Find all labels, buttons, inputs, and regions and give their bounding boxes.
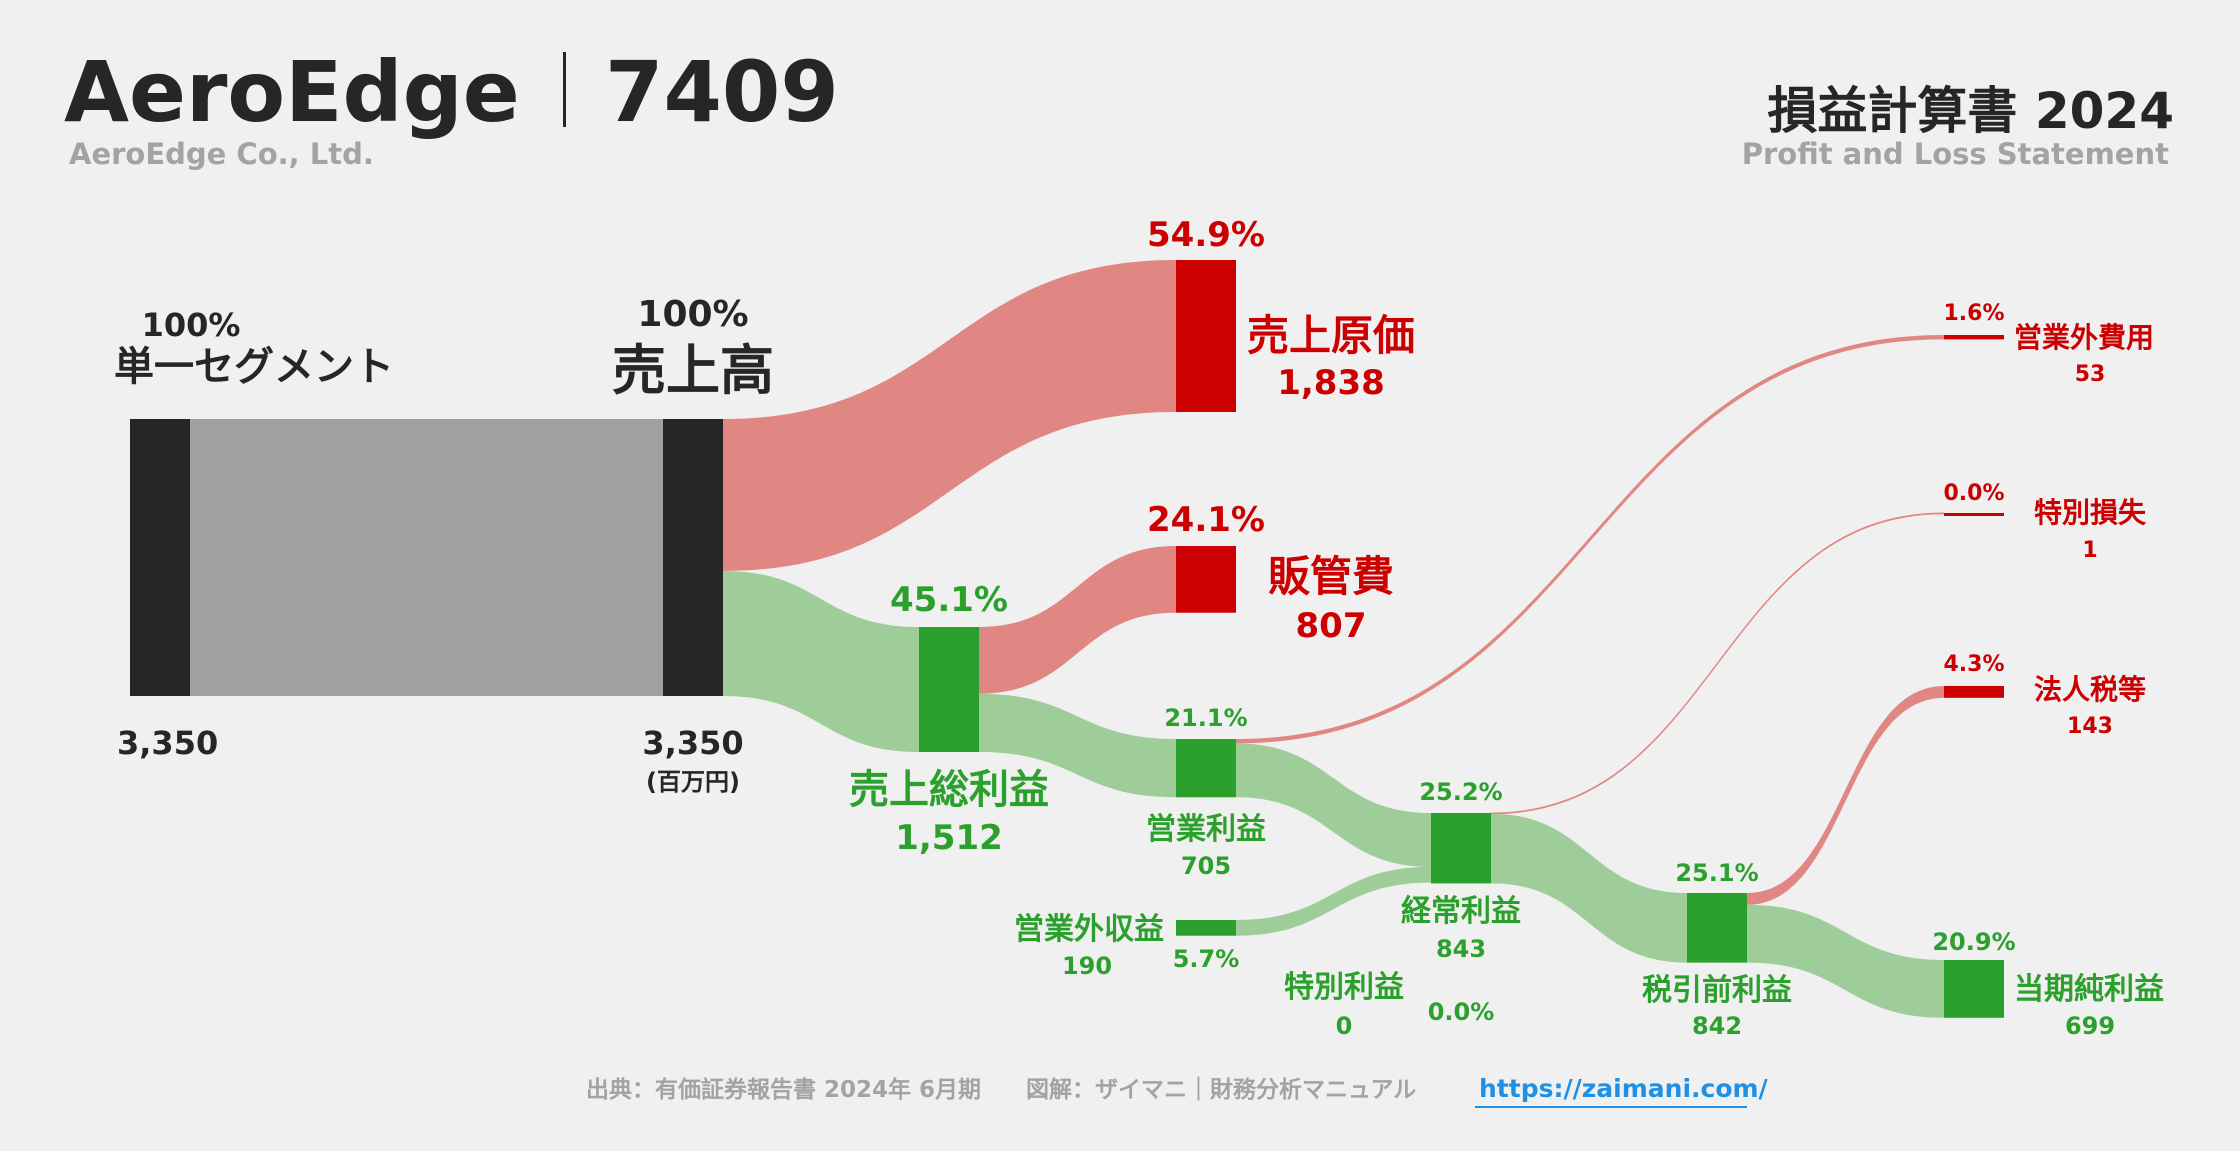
net-label: 当期純利益 [2014,972,2164,1007]
node-bar-sga [1176,546,1236,613]
pretax-pct: 25.1% [1675,859,1758,887]
site-link-text[interactable]: https://zaimani.com/ [1479,1074,1769,1103]
revenue-value: 3,350 [642,724,743,762]
segment-value: 3,350 [117,724,218,762]
net-pct: 20.9% [1932,928,2015,956]
tax-label: 法人税等 [2034,673,2146,706]
node-bar-segment [130,419,190,696]
site-link-underline [1475,1106,1747,1108]
nonop-expense-label: 営業外費用 [2014,321,2154,354]
node-bar-sp_loss [1944,513,2004,516]
nonop-expense-value: 53 [2075,362,2106,387]
flow-pretax-to-tax [1747,686,1944,905]
sga-value: 807 [1296,606,1367,646]
node-bar-pretax [1687,893,1747,963]
flow-gross-to-sga [979,546,1176,694]
unit-label: (百万円) [646,768,740,796]
source-note: 出典：有価証券報告書 2024年 6月期 [586,1076,981,1103]
segment-label: 単一セグメント [114,344,394,390]
nonop-income-value: 190 [1062,952,1112,980]
special-income-pct: 0.0% [1428,998,1495,1026]
special-loss-value: 1 [2082,538,2097,563]
flow-revenue-to-gross [723,570,919,753]
gross-pct: 45.1% [890,580,1008,620]
tax-pct: 4.3% [1943,652,2004,677]
ordinary-label: 経常利益 [1401,894,1521,929]
tax-value: 143 [2067,714,2113,739]
pretax-label: 税引前利益 [1642,973,1792,1008]
sga-pct: 24.1% [1147,500,1265,540]
special-loss-label: 特別損失 [2034,496,2147,529]
op-pct: 21.1% [1164,704,1247,732]
node-bar-nonop_exp [1944,335,2004,340]
stock-code: 7409 [605,43,839,141]
credit-note: 図解：ザイマニ｜財務分析マニュアル [1026,1076,1416,1103]
gross-label: 売上総利益 [849,767,1049,813]
ordinary-value: 843 [1436,935,1486,963]
statement-subtitle: Profit and Loss Statement [1742,137,2169,171]
node-bar-net [1944,960,2004,1018]
flow-nonop_inc-to-ordinary [1236,866,1431,936]
cogs-label: 売上原価 [1247,311,1415,360]
op-value: 705 [1181,852,1231,880]
flow-segment-to-revenue [190,419,663,696]
pretax-value: 842 [1692,1012,1742,1040]
special-income-value: 0 [1336,1012,1353,1040]
title-divider [563,52,566,127]
site-link[interactable]: https://zaimani.com/ [1479,1074,1769,1103]
flow-ordinary-to-pretax [1491,813,1687,963]
gross-value: 1,512 [895,818,1003,858]
nonop-expense-pct: 1.6% [1943,301,2004,326]
node-bar-revenue [663,419,723,696]
special-loss-pct: 0.0% [1943,481,2004,506]
net-value: 699 [2065,1012,2115,1040]
cogs-pct: 54.9% [1147,215,1265,255]
flow-revenue-to-cogs [723,260,1176,571]
node-bar-nonop_inc [1176,920,1236,936]
flow-op-to-nonop_exp [1236,335,1944,744]
node-bar-ordinary [1431,813,1491,884]
cogs-value: 1,838 [1277,363,1385,403]
node-bar-tax [1944,686,2004,698]
flow-pretax-to-net [1747,904,1944,1018]
node-bar-gross [919,627,979,753]
node-bar-cogs [1176,260,1236,412]
special-income-label: 特別利益 [1284,970,1404,1005]
company-name: AeroEdge [64,43,520,141]
flow-op-to-ordinary [1236,743,1431,867]
revenue-pct: 100% [637,294,748,335]
nonop-income-label: 営業外収益 [1014,912,1164,947]
sga-label: 販管費 [1268,552,1394,601]
nonop-income-pct: 5.7% [1173,945,1240,973]
op-label: 営業利益 [1146,812,1266,847]
flows [190,260,1945,1018]
ordinary-pct: 25.2% [1419,778,1502,806]
statement-title: 損益計算書 2024 [1767,82,2174,140]
node-bars [130,260,2004,1018]
revenue-label: 売上高 [612,339,774,402]
company-name-en: AeroEdge Co., Ltd. [69,137,374,171]
node-bar-op [1176,739,1236,798]
flow-gross-to-op [979,693,1176,798]
segment-pct: 100% [142,306,241,344]
